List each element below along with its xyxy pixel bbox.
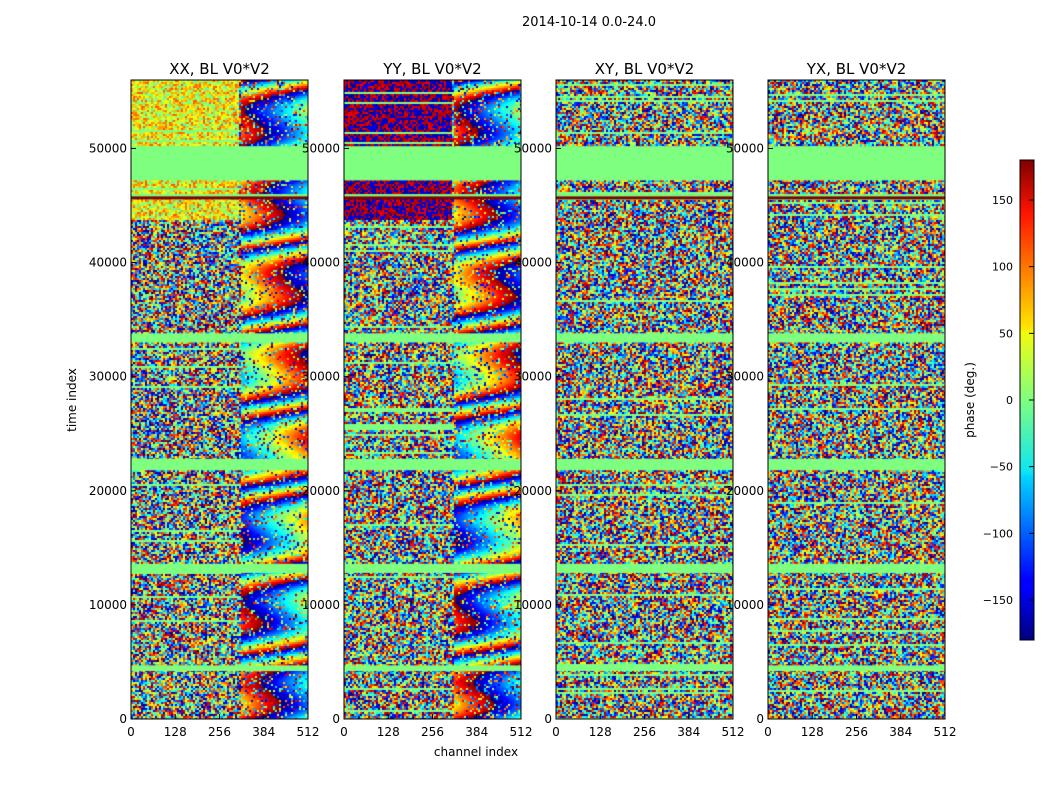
y-tick-label: 40000: [302, 256, 340, 270]
x-tick-label: 384: [677, 725, 700, 739]
figure-suptitle: 2014-10-14 0.0-24.0: [522, 15, 656, 30]
panel-xx: XX, BL V0*V2 0 128 256 384 512 0 10000 20000 3000…: [89, 60, 320, 739]
colorbar-tick-label: −100: [983, 527, 1013, 540]
y-axis-label: time index: [65, 368, 79, 432]
y-tick-label: 10000: [89, 598, 127, 612]
panel-title: XY, BL V0*V2: [595, 60, 695, 78]
panel-title: XX, BL V0*V2: [169, 60, 270, 78]
panel-title: YY, BL V0*V2: [382, 60, 481, 78]
x-tick-label: 384: [465, 725, 488, 739]
y-tick-label: 40000: [89, 256, 127, 270]
x-tick-label: 512: [297, 725, 320, 739]
y-tick-label: 20000: [726, 484, 764, 498]
x-tick-label: 384: [252, 725, 275, 739]
heatmap-panels: XX, BL V0*V2 0 128 256 384 512 0 10000 20000 3000…: [89, 60, 957, 739]
colorbar-label: phase (deg.): [963, 362, 977, 438]
y-tick-label: 20000: [89, 484, 127, 498]
x-tick-label: 0: [127, 725, 135, 739]
y-tick-label: 30000: [514, 370, 552, 384]
x-tick-label: 128: [801, 725, 824, 739]
colorbar-tick-label: −150: [983, 594, 1013, 607]
x-tick-label: 256: [633, 725, 656, 739]
colorbar-ticks: −150 −100 −50 0 50 100 150: [983, 194, 1034, 607]
colorbar-tick-label: 100: [992, 261, 1013, 274]
colorbar: −150 −100 −50 0 50 100 150 phase (deg.): [963, 159, 1035, 641]
y-tick-label: 10000: [726, 598, 764, 612]
y-tick-label: 10000: [514, 598, 552, 612]
heatmap-image: [768, 80, 945, 719]
y-tick-label: 50000: [302, 141, 340, 155]
y-tick-label: 40000: [514, 256, 552, 270]
heatmap-image: [344, 80, 521, 719]
y-tick-label: 40000: [726, 256, 764, 270]
colorbar-tick-label: 50: [999, 327, 1013, 340]
y-tick-label: 30000: [726, 370, 764, 384]
y-tick-label: 50000: [89, 141, 127, 155]
x-tick-label: 256: [845, 725, 868, 739]
heatmap-image: [131, 80, 308, 719]
colorbar-tick-label: −50: [990, 461, 1013, 474]
y-tick-label: 10000: [302, 598, 340, 612]
panel-yx: YX, BL V0*V2 0 128 256 384 512 0 10000 20000 3000…: [726, 60, 957, 739]
colorbar-tick-label: 0: [1006, 394, 1013, 407]
y-tick-label: 30000: [89, 370, 127, 384]
x-tick-label: 512: [510, 725, 533, 739]
x-tick-label: 256: [208, 725, 231, 739]
y-tick-label: 0: [544, 712, 552, 726]
panel-yy: YY, BL V0*V2 0 128 256 384 512 0 10000 20000 3000…: [302, 60, 533, 739]
heatmap-image: [556, 80, 733, 719]
y-tick-label: 50000: [726, 141, 764, 155]
y-tick-label: 30000: [302, 370, 340, 384]
x-tick-label: 0: [552, 725, 560, 739]
x-axis-label: channel index: [434, 745, 518, 759]
panel-xy: XY, BL V0*V2 0 128 256 384 512 0 10000 20000 3000…: [514, 60, 745, 739]
y-tick-label: 20000: [302, 484, 340, 498]
y-tick-label: 50000: [514, 141, 552, 155]
x-tick-label: 512: [934, 725, 957, 739]
y-tick-label: 20000: [514, 484, 552, 498]
panel-title: YX, BL V0*V2: [806, 60, 907, 78]
y-tick-label: 0: [332, 712, 340, 726]
x-tick-label: 128: [164, 725, 187, 739]
x-tick-label: 0: [340, 725, 348, 739]
x-tick-label: 0: [764, 725, 772, 739]
x-tick-label: 128: [589, 725, 612, 739]
x-tick-label: 256: [421, 725, 444, 739]
x-tick-label: 128: [377, 725, 400, 739]
x-tick-label: 384: [889, 725, 912, 739]
y-tick-label: 0: [756, 712, 764, 726]
x-tick-label: 512: [722, 725, 745, 739]
colorbar-tick-label: 150: [992, 194, 1013, 207]
y-tick-label: 0: [119, 712, 127, 726]
